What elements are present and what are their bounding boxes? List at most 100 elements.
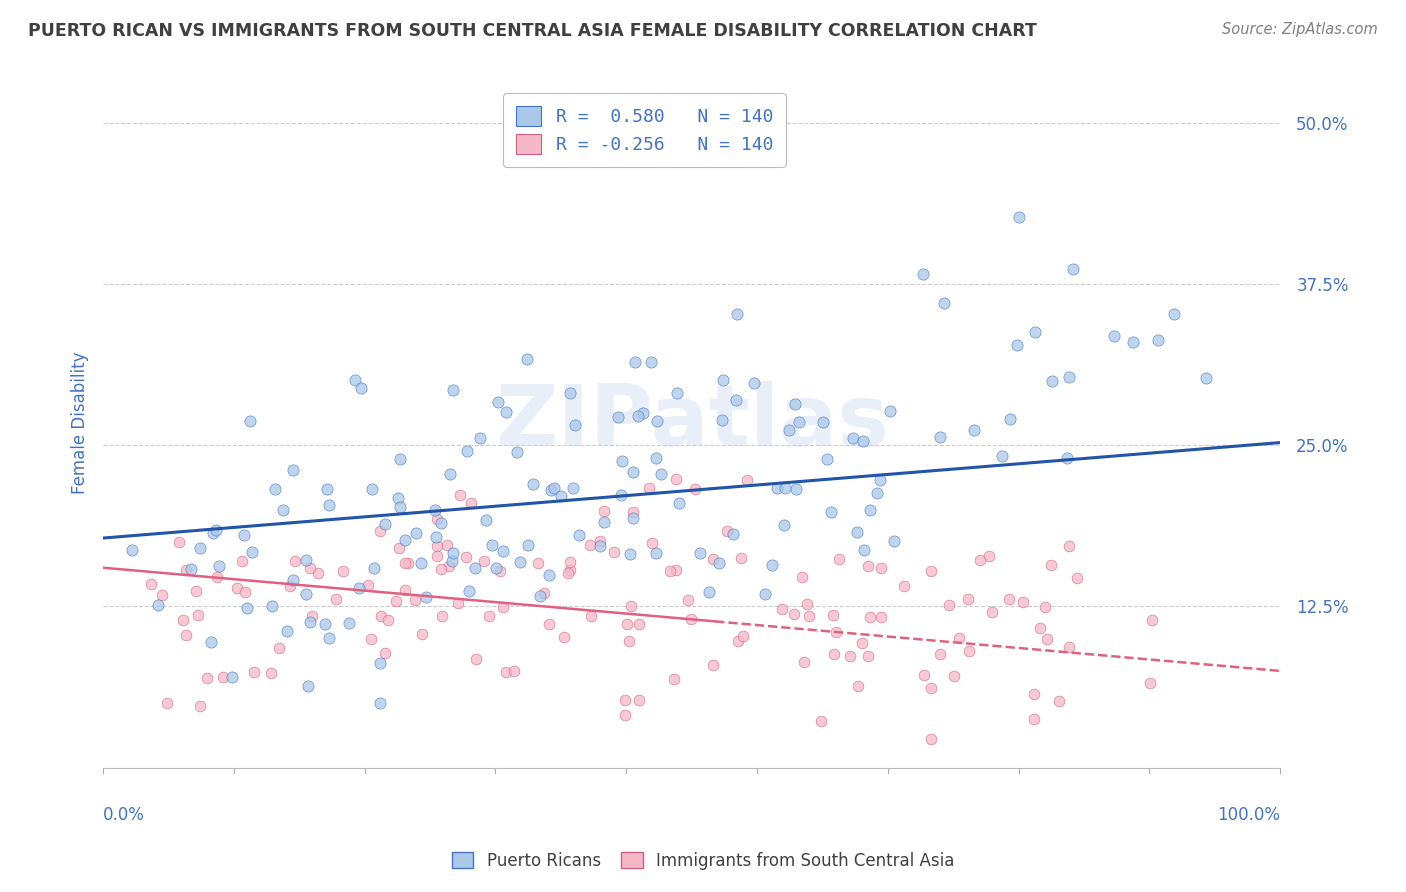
Point [793, 655, 815, 669]
Point [468, 431, 491, 445]
Point [617, 633, 640, 648]
Point [208, 559, 231, 574]
Point [374, 646, 396, 660]
Point [619, 599, 641, 613]
Point [1195, 371, 1218, 385]
Point [314, 616, 336, 631]
Point [387, 491, 409, 505]
Point [350, 381, 373, 395]
Point [221, 670, 243, 684]
Point [929, 430, 952, 444]
Point [231, 554, 253, 568]
Point [628, 616, 651, 631]
Point [721, 527, 744, 541]
Point [436, 538, 458, 552]
Point [332, 564, 354, 578]
Point [409, 557, 432, 571]
Point [761, 558, 783, 572]
Point [537, 568, 560, 582]
Point [948, 632, 970, 646]
Point [540, 483, 562, 497]
Point [627, 693, 650, 707]
Point [998, 412, 1021, 426]
Point [724, 392, 747, 407]
Point [456, 549, 478, 564]
Point [589, 539, 612, 553]
Point [567, 528, 589, 542]
Point [1139, 676, 1161, 690]
Point [225, 581, 247, 595]
Point [139, 577, 162, 591]
Point [711, 373, 734, 387]
Point [1057, 539, 1080, 553]
Point [533, 586, 555, 600]
Point [702, 658, 724, 673]
Point [339, 615, 361, 630]
Point [517, 538, 540, 552]
Point [394, 533, 416, 547]
Point [664, 672, 686, 686]
Point [260, 666, 283, 681]
Point [668, 496, 690, 510]
Point [1147, 333, 1170, 347]
Point [174, 563, 197, 577]
Point [360, 632, 382, 646]
Point [537, 616, 560, 631]
Point [920, 681, 942, 695]
Point [284, 554, 307, 568]
Point [167, 534, 190, 549]
Point [716, 524, 738, 538]
Point [811, 415, 834, 429]
Point [156, 697, 179, 711]
Point [385, 593, 408, 607]
Point [633, 406, 655, 420]
Point [472, 554, 495, 568]
Point [405, 525, 427, 540]
Point [273, 503, 295, 517]
Point [1102, 329, 1125, 343]
Point [637, 481, 659, 495]
Point [1057, 640, 1080, 654]
Point [754, 587, 776, 601]
Point [475, 513, 498, 527]
Point [184, 583, 207, 598]
Point [437, 558, 460, 573]
Point [981, 605, 1004, 619]
Point [742, 376, 765, 390]
Point [613, 693, 636, 707]
Point [486, 394, 509, 409]
Point [389, 500, 412, 515]
Point [870, 561, 893, 575]
Point [299, 615, 322, 630]
Point [233, 585, 256, 599]
Point [765, 481, 787, 495]
Point [912, 267, 935, 281]
Point [627, 409, 650, 424]
Point [731, 628, 754, 642]
Point [121, 543, 143, 558]
Point [276, 624, 298, 639]
Point [799, 609, 821, 624]
Point [603, 544, 626, 558]
Text: 100.0%: 100.0% [1218, 805, 1281, 823]
Point [394, 556, 416, 570]
Point [858, 558, 880, 573]
Point [957, 591, 980, 606]
Point [439, 467, 461, 481]
Point [396, 556, 419, 570]
Point [929, 647, 952, 661]
Point [783, 397, 806, 411]
Point [645, 546, 668, 560]
Point [783, 607, 806, 621]
Point [441, 383, 464, 397]
Point [188, 541, 211, 555]
Point [426, 511, 449, 525]
Point [564, 417, 586, 432]
Point [851, 636, 873, 650]
Point [823, 647, 845, 661]
Point [778, 423, 800, 437]
Point [697, 585, 720, 599]
Point [207, 570, 229, 584]
Point [478, 608, 501, 623]
Y-axis label: Female Disability: Female Disability [72, 351, 89, 494]
